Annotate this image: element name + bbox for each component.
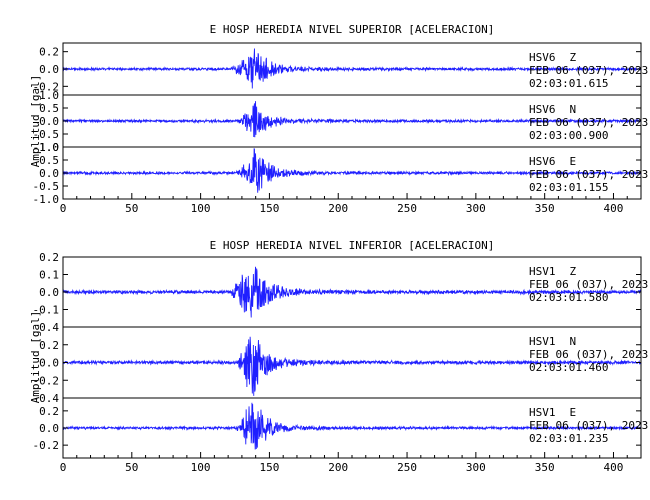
y-tick-label: -0.1 bbox=[33, 304, 60, 317]
x-tick-label: 150 bbox=[259, 461, 279, 474]
time-label: 02:03:01.580 bbox=[529, 291, 608, 304]
chart-title: E HOSP HEREDIA NIVEL INFERIOR [ACELERACI… bbox=[210, 239, 495, 252]
y-tick-label: 0.2 bbox=[39, 251, 59, 264]
station-label: HSV1 E bbox=[529, 406, 576, 419]
y-tick-label: -0.2 bbox=[33, 439, 60, 452]
date-label: FEB 06 (037), 2023 bbox=[529, 278, 648, 291]
y-tick-label: -0.5 bbox=[33, 128, 60, 141]
time-label: 02:03:01.615 bbox=[529, 77, 608, 90]
x-tick-label: 100 bbox=[191, 202, 211, 215]
component-code: Z bbox=[570, 265, 577, 278]
station-code: HSV1 bbox=[529, 406, 556, 419]
waveform-line bbox=[62, 148, 642, 193]
x-tick-label: 50 bbox=[125, 202, 138, 215]
y-tick-label: 1.0 bbox=[39, 141, 59, 154]
x-tick-label: 150 bbox=[259, 202, 279, 215]
y-tick-label: 0.0 bbox=[39, 286, 59, 299]
time-label: 02:03:00.900 bbox=[529, 129, 608, 142]
y-tick-label: 0.0 bbox=[39, 422, 59, 435]
station-code: HSV1 bbox=[529, 265, 556, 278]
component-code: N bbox=[570, 103, 577, 116]
x-tick-label: 250 bbox=[397, 461, 417, 474]
x-tick-label: 200 bbox=[328, 202, 348, 215]
date-label: FEB 06 (037), 2023 bbox=[529, 116, 648, 129]
y-axis-label: Amplitud [gal] bbox=[29, 75, 42, 168]
station-code: HSV1 bbox=[529, 335, 556, 348]
y-tick-label: 0.0 bbox=[39, 63, 59, 76]
y-tick-label: 0.5 bbox=[39, 102, 59, 115]
x-tick-label: 300 bbox=[466, 202, 486, 215]
time-label: 02:03:01.235 bbox=[529, 432, 608, 445]
x-tick-label: 250 bbox=[397, 202, 417, 215]
y-tick-label: -0.4 bbox=[33, 392, 60, 405]
station-code: HSV6 bbox=[529, 51, 556, 64]
component-code: E bbox=[570, 155, 577, 168]
y-tick-label: 0.0 bbox=[39, 167, 59, 180]
waveform-line bbox=[62, 336, 642, 396]
x-tick-label: 200 bbox=[328, 461, 348, 474]
time-label: 02:03:01.155 bbox=[529, 181, 608, 194]
y-tick-label: -1.0 bbox=[33, 141, 60, 154]
y-tick-label: 0.0 bbox=[39, 357, 59, 370]
x-tick-label: 100 bbox=[191, 461, 211, 474]
station-code: HSV6 bbox=[529, 155, 556, 168]
y-tick-label: 0.1 bbox=[39, 269, 59, 282]
x-tick-label: 0 bbox=[60, 461, 67, 474]
y-tick-label: 0.4 bbox=[39, 321, 59, 334]
seismogram-group-2: E HOSP HEREDIA NIVEL INFERIOR [ACELERACI… bbox=[29, 239, 648, 474]
date-label: FEB 06 (037), 2023 bbox=[529, 419, 648, 432]
date-label: FEB 06 (037), 2023 bbox=[529, 168, 648, 181]
x-tick-label: 0 bbox=[60, 202, 67, 215]
component-code: Z bbox=[570, 51, 577, 64]
y-tick-label: -0.2 bbox=[33, 80, 60, 93]
y-tick-label: 1.0 bbox=[39, 89, 59, 102]
component-code: E bbox=[570, 406, 577, 419]
waveform-line bbox=[62, 266, 642, 318]
waveform-line bbox=[62, 48, 642, 89]
y-tick-label: -1.0 bbox=[33, 193, 60, 206]
x-tick-label: 300 bbox=[466, 461, 486, 474]
station-code: HSV6 bbox=[529, 103, 556, 116]
station-label: HSV1 N bbox=[529, 335, 576, 348]
x-tick-label: 400 bbox=[604, 461, 624, 474]
seismogram-group-1: E HOSP HEREDIA NIVEL SUPERIOR [ACELERACI… bbox=[29, 23, 648, 215]
station-label: HSV6 N bbox=[529, 103, 576, 116]
date-label: FEB 06 (037), 2023 bbox=[529, 64, 648, 77]
station-label: HSV6 Z bbox=[529, 51, 577, 64]
chart-title: E HOSP HEREDIA NIVEL SUPERIOR [ACELERACI… bbox=[210, 23, 495, 36]
component-code: N bbox=[570, 335, 577, 348]
x-tick-label: 400 bbox=[604, 202, 624, 215]
time-label: 02:03:01.460 bbox=[529, 361, 608, 374]
date-label: FEB 06 (037), 2023 bbox=[529, 348, 648, 361]
y-tick-label: -0.2 bbox=[33, 374, 60, 387]
y-tick-label: 0.0 bbox=[39, 115, 59, 128]
y-axis-label: Amplitud [gal] bbox=[29, 311, 42, 404]
x-tick-label: 50 bbox=[125, 461, 138, 474]
waveform-line bbox=[62, 402, 642, 450]
waveform-line bbox=[62, 101, 642, 138]
y-tick-label: -0.5 bbox=[33, 180, 60, 193]
station-label: HSV1 Z bbox=[529, 265, 577, 278]
y-tick-label: 0.5 bbox=[39, 154, 59, 167]
y-tick-label: 0.2 bbox=[39, 46, 59, 59]
x-tick-label: 350 bbox=[535, 461, 555, 474]
y-tick-label: 0.2 bbox=[39, 405, 59, 418]
station-label: HSV6 E bbox=[529, 155, 576, 168]
x-tick-label: 350 bbox=[535, 202, 555, 215]
y-tick-label: 0.2 bbox=[39, 339, 59, 352]
